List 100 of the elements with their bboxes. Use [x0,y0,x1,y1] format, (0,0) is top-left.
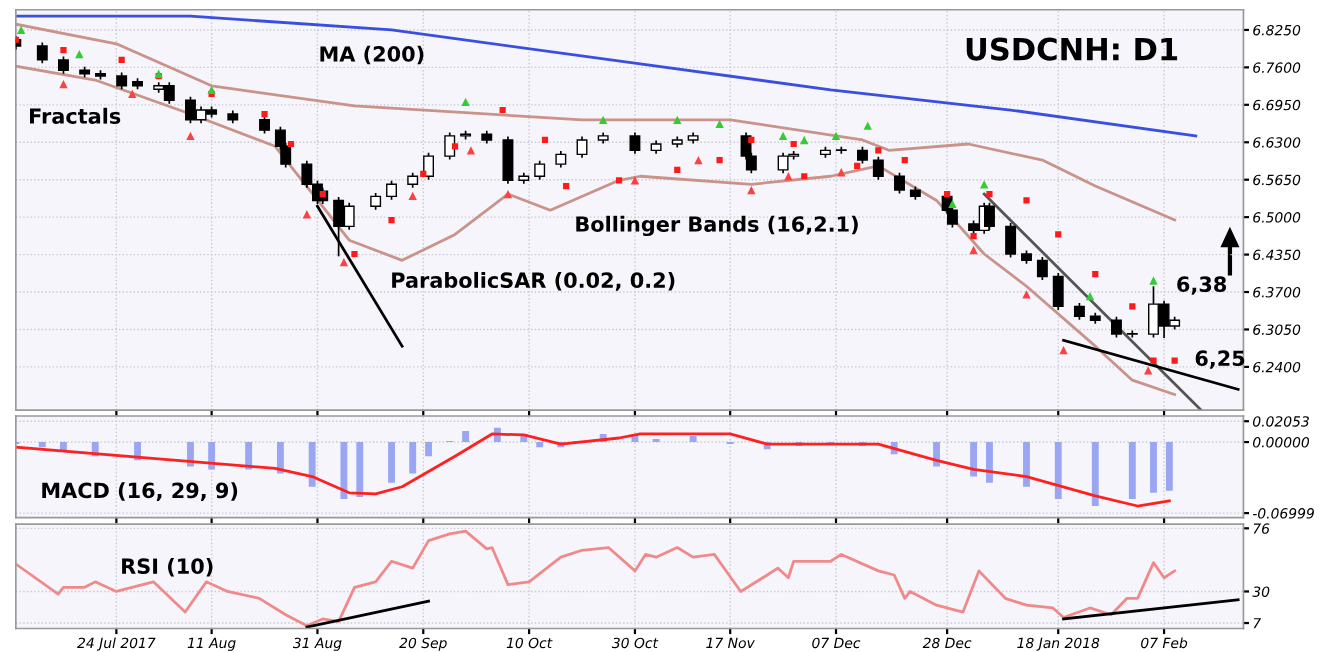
point [1055,231,1062,238]
point [854,162,861,169]
point [694,155,703,165]
point [408,191,417,200]
bar [986,442,993,483]
text: USDCNH: D1 [966,37,1178,61]
point [831,131,841,141]
annotation: 6,38 [1177,276,1227,295]
point [1059,346,1068,355]
point [503,189,513,199]
point [1129,303,1136,310]
point [351,250,358,258]
point [1022,290,1031,299]
point [75,49,84,59]
candlestick [502,135,514,185]
point [979,180,989,189]
point [302,210,312,219]
point [784,172,793,181]
candlestick [534,159,546,181]
bar [462,430,470,443]
point [748,136,755,144]
point [837,168,846,177]
line-series [15,14,1198,138]
point [863,121,872,130]
point [339,257,349,267]
point [1092,271,1099,278]
bar [1054,442,1062,499]
point [563,182,570,190]
candlestick [423,151,435,181]
annotation: MA (200) [320,45,424,65]
candlestick [983,201,995,231]
annotation: RSI (10) [122,557,213,577]
point [747,185,756,195]
candlestick [872,155,884,181]
point [875,147,882,154]
point [128,89,137,99]
bar [1091,442,1099,507]
point [60,47,67,54]
point [630,176,640,185]
point [716,157,723,164]
annotation: Fractals [30,107,121,124]
bar [38,442,46,448]
bar [1023,442,1030,487]
point [451,143,459,150]
candlestick [36,41,48,65]
bar [689,435,697,443]
line-series [15,529,1177,628]
point [715,119,724,128]
annotation: Bollinger Bands (16,2.1) [576,215,858,237]
point [674,166,681,174]
annotation: ParabolicSAR (0.02, 0.2) [392,271,675,291]
bar [1150,442,1157,493]
bar [208,442,216,470]
point [207,85,216,95]
point [944,191,951,198]
point [801,173,808,180]
annotation: MACD (16, 29, 9) [42,482,238,501]
bar [245,442,253,470]
point [970,233,977,240]
point [986,191,993,198]
point [420,170,427,178]
candlestick [386,180,397,201]
candlestick [1036,256,1048,281]
point [1149,276,1158,285]
line-series [15,432,1171,508]
point [790,140,797,148]
bar [970,442,978,477]
point [466,146,476,155]
bar [276,442,284,474]
candlestick [1005,222,1017,259]
candlestick [894,171,905,195]
bar [340,442,348,499]
point [16,25,26,35]
bar [308,442,316,487]
point [1085,291,1095,301]
point [1150,357,1157,364]
bar [356,442,364,497]
bar [1165,442,1173,491]
point [186,131,195,141]
point [615,177,623,184]
point [800,135,809,145]
point [1144,366,1153,375]
bar [536,442,544,448]
point [901,157,908,164]
candlestick [1052,272,1064,311]
point [118,56,125,63]
bar [388,442,395,483]
bar [60,442,67,451]
line-series [15,64,1177,396]
candlestick [629,131,641,155]
point [261,110,268,118]
point [388,216,395,224]
point [461,97,470,107]
candlestick [1110,315,1122,339]
point [778,131,788,141]
point [948,199,957,209]
point [59,79,68,89]
point [287,140,295,148]
candlestick [444,131,456,161]
point [541,136,549,144]
